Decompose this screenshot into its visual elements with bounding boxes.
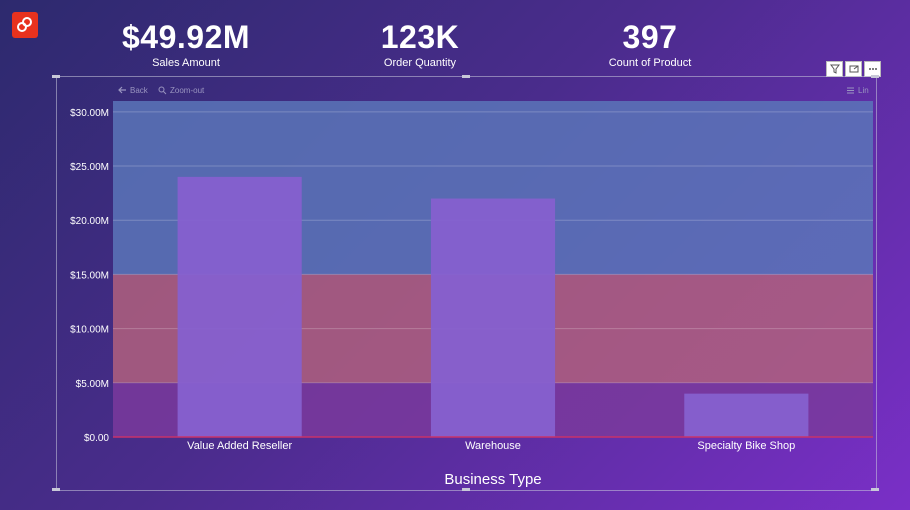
list-icon <box>847 87 854 94</box>
x-tick-label: Specialty Bike Shop <box>697 440 795 452</box>
magnifier-icon <box>158 86 167 95</box>
back-label: Back <box>130 86 148 95</box>
x-tick-label: Value Added Reseller <box>187 440 292 452</box>
resize-handle[interactable] <box>52 75 60 78</box>
zoom-out-label: Zoom-out <box>170 86 205 95</box>
kpi-value: 397 <box>622 19 678 55</box>
kpi-count-of-product: 397 Count of Product <box>580 18 720 70</box>
x-tick-label: Warehouse <box>465 440 521 452</box>
bar <box>177 176 302 437</box>
back-arrow-icon <box>118 86 126 94</box>
kpi-label: Sales Amount <box>152 57 220 69</box>
y-tick-label: $5.00M <box>76 379 109 390</box>
bar <box>430 198 556 437</box>
y-tick-label: $20.00M <box>70 216 109 227</box>
resize-handle[interactable] <box>871 488 879 491</box>
resize-handle[interactable] <box>462 75 470 78</box>
kpi-label: Count of Product <box>608 57 692 69</box>
resize-handle[interactable] <box>871 75 879 78</box>
y-tick-label: $15.00M <box>70 270 109 281</box>
list-menu-button[interactable]: Lin <box>846 86 869 95</box>
y-tick-label: $0.00 <box>84 433 109 444</box>
kpi-value: $49.92M <box>121 19 251 55</box>
back-button[interactable]: Back <box>118 86 148 95</box>
zoom-out-button[interactable]: Zoom-out <box>158 86 204 95</box>
kpi-label: Order Quantity <box>383 57 457 69</box>
kpi-sales-amount: $49.92M Sales Amount <box>116 18 256 70</box>
filter-icon[interactable] <box>826 61 843 77</box>
bar <box>684 393 809 437</box>
kpi-value: 123K <box>380 19 460 55</box>
resize-handle[interactable] <box>52 488 60 491</box>
app-logo-icon <box>12 12 38 38</box>
list-menu-label: Lin <box>858 86 869 95</box>
x-axis-title: Business Type <box>444 471 541 488</box>
kpi-order-quantity: 123K Order Quantity <box>350 18 490 70</box>
y-tick-label: $30.00M <box>70 108 109 119</box>
y-tick-label: $25.00M <box>70 162 109 173</box>
more-options-icon[interactable] <box>864 61 881 77</box>
y-tick-label: $10.00M <box>70 325 109 336</box>
resize-handle[interactable] <box>462 488 470 491</box>
